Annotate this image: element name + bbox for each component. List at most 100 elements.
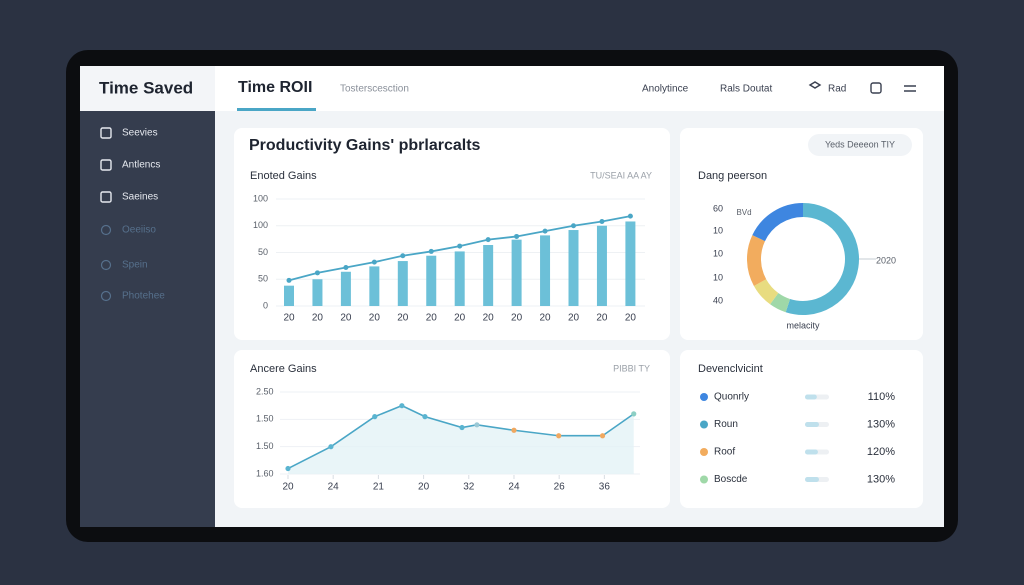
subtitle: Enoted Gains	[250, 170, 317, 182]
nav-icon	[100, 224, 112, 236]
x-tick-label: 21	[373, 482, 385, 493]
x-tick-label: 20	[625, 313, 637, 324]
side-label: 10	[713, 248, 723, 258]
legend-name: Quonrly	[714, 392, 749, 403]
line-point	[399, 403, 405, 409]
nav-item[interactable]: Antlencs	[122, 160, 160, 171]
nav-item[interactable]: Spein	[122, 260, 148, 271]
x-tick-label: 36	[599, 482, 611, 493]
progress-bar	[805, 394, 817, 400]
x-tick-label: 24	[328, 482, 340, 493]
nav-link[interactable]: Rad	[828, 84, 846, 95]
y-tick-label: 50	[258, 247, 268, 257]
tab[interactable]: Time ROII	[238, 79, 312, 96]
nav-icon	[100, 290, 112, 302]
x-tick-label: 20	[369, 313, 381, 324]
card-title: Dang peerson	[698, 170, 767, 182]
bar	[397, 261, 408, 306]
side-label: 40	[713, 295, 723, 305]
tab-underline	[237, 108, 316, 111]
nav-icon	[100, 127, 112, 139]
bar	[312, 279, 323, 306]
bar	[540, 235, 551, 306]
nav-icon	[100, 259, 112, 271]
x-tick-label: 26	[554, 482, 566, 493]
x-tick-label: 20	[511, 313, 523, 324]
card-title: Productivity Gains' pbrlarcalts	[249, 137, 481, 154]
y-tick-label: 100	[253, 220, 268, 230]
side-label: 10	[713, 225, 723, 235]
x-tick-label: 20	[596, 313, 608, 324]
y-tick-label: 50	[258, 274, 268, 284]
nav-icon	[100, 191, 112, 203]
x-tick-label: 20	[312, 313, 324, 324]
trend-point	[457, 243, 463, 249]
nav-link[interactable]: Anolytince	[642, 84, 689, 95]
line-point	[511, 427, 517, 433]
sidebar-header	[80, 66, 215, 111]
nav-item[interactable]: Photehee	[122, 291, 165, 302]
nav-item[interactable]: Seevies	[122, 128, 158, 139]
progress-bar	[805, 422, 819, 427]
top-bar	[215, 66, 944, 111]
note: PIBBI TY	[613, 363, 650, 373]
nav-icon	[100, 159, 112, 171]
badge-label[interactable]: Yeds Deeeon TIY	[825, 139, 895, 149]
x-tick-label: 20	[340, 313, 352, 324]
trend-point	[371, 259, 377, 265]
trend-point	[599, 218, 605, 224]
trend-point	[485, 237, 491, 243]
x-tick-label: 20	[397, 313, 409, 324]
bar	[568, 230, 579, 306]
trend-point	[627, 213, 633, 219]
line-point	[599, 433, 606, 439]
donut-segment	[752, 203, 804, 242]
bar	[483, 245, 494, 306]
legend-name: Roof	[714, 447, 735, 458]
x-tick-label: 24	[508, 482, 520, 493]
x-tick-label: 20	[568, 313, 580, 324]
progress-bar	[805, 449, 818, 455]
x-tick-label: 20	[418, 482, 430, 493]
side-label: 10	[713, 272, 723, 282]
bar	[625, 221, 636, 306]
line-point	[459, 424, 465, 431]
x-tick-label: 20	[282, 482, 294, 493]
y-tick-label: 100	[253, 193, 268, 203]
legend-dot	[700, 393, 708, 401]
area	[288, 405, 634, 474]
side-label: 60	[713, 203, 723, 213]
badge[interactable]	[808, 134, 912, 156]
donut-segment	[785, 203, 859, 315]
nav-link[interactable]: Rals Doutat	[720, 84, 772, 95]
icon[interactable]	[870, 82, 882, 94]
value-label: 120%	[867, 446, 895, 458]
nav-item[interactable]: Oeeiiso	[122, 225, 156, 236]
value-label: 110%	[868, 391, 896, 403]
nav-item[interactable]: Saeines	[122, 192, 158, 203]
y-tick-label: 1.50	[256, 414, 274, 424]
y-tick-label: 0	[263, 300, 268, 310]
icon[interactable]	[808, 81, 822, 89]
value-label: 130%	[867, 418, 895, 430]
sidebar	[80, 66, 215, 527]
bar	[340, 271, 351, 306]
sidebar-title: Time Saved	[99, 78, 193, 97]
value-label: 130%	[867, 473, 895, 485]
bar	[454, 251, 465, 306]
side-label: 2020	[876, 255, 896, 265]
menu-icon[interactable]	[904, 85, 916, 92]
trend-point	[542, 228, 548, 234]
line-point	[474, 422, 480, 428]
line-point	[285, 465, 291, 472]
bar	[511, 239, 522, 306]
bottom-label: melacity	[786, 320, 820, 330]
x-tick-label: 20	[454, 313, 466, 324]
tab[interactable]: Tosterscesction	[340, 84, 409, 95]
card-title: Devenclvicint	[698, 363, 763, 375]
y-tick-label: 2.50	[256, 386, 274, 396]
card-title: Ancere Gains	[250, 363, 317, 375]
x-tick-label: 20	[539, 313, 551, 324]
x-tick-label: 32	[463, 482, 475, 493]
